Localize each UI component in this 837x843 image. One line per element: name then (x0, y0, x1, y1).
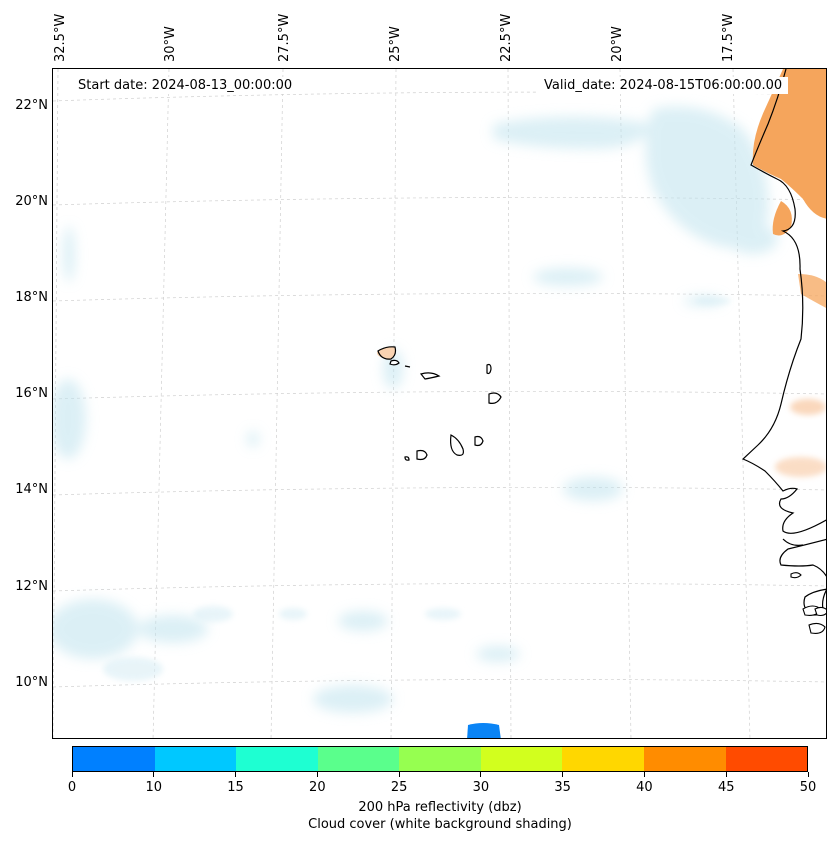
island-santiago (450, 434, 464, 456)
lon-label-30w: 30°W (163, 26, 178, 62)
island-santo-antao (377, 346, 397, 360)
map-canvas (53, 69, 826, 738)
colorbar-tick-45 (725, 772, 727, 777)
colorbar-segment-10-15 (154, 747, 237, 771)
colorbar-segment-40-45 (643, 747, 726, 771)
cape-verde-islands (377, 346, 502, 461)
colorbar-segment-15-20 (236, 747, 318, 771)
lat-label-14n: 14°N (15, 482, 48, 497)
colorbar-tick-label-40: 40 (636, 780, 653, 795)
lon-label-20w: 20°W (610, 26, 625, 62)
colorbar-label: 200 hPa reflectivity (dbz) (358, 800, 522, 815)
island-brava (404, 456, 410, 461)
colorbar-segment-25-30 (399, 747, 481, 771)
colorbar-tick-0 (71, 772, 73, 777)
lat-label-10n: 10°N (15, 675, 48, 690)
island-santa-luzia (404, 365, 411, 368)
coastal-islands-bijagos (790, 572, 826, 634)
map-panel (52, 68, 827, 739)
start-date-label: Start date: 2024-08-13_00:00:00 (72, 77, 299, 94)
colorbar-tick-label-10: 10 (145, 780, 163, 795)
lon-label-27.5w: 27.5°W (277, 13, 292, 62)
cloud-shading-light (103, 297, 731, 681)
lat-label-22n: 22°N (15, 98, 48, 113)
colorbar (72, 746, 808, 772)
valid-date-label: Valid_date: 2024-08-15T06:00:00.00 (538, 77, 789, 94)
lon-label-32.5w: 32.5°W (53, 13, 68, 62)
lon-label-25w: 25°W (388, 26, 403, 62)
colorbar-tick-30 (480, 772, 482, 777)
cloud-shading (53, 106, 778, 713)
colorbar-segment-20-25 (317, 747, 400, 771)
colorbar-segment-45-50 (725, 747, 808, 771)
lat-label-12n: 12°N (15, 579, 48, 594)
island-maio (474, 435, 484, 447)
colorbar-tick-label-35: 35 (554, 780, 571, 795)
lat-label-16n: 16°N (15, 386, 48, 401)
colorbar-tick-label-25: 25 (390, 780, 408, 795)
colorbar-segment-30-35 (480, 747, 563, 771)
colorbar-tick-10 (153, 772, 155, 777)
island-sao-nicolau (419, 372, 441, 380)
colorbar-segment-0-10 (73, 747, 155, 771)
colorbar-tick-label-45: 45 (717, 780, 735, 795)
lat-label-18n: 18°N (15, 290, 48, 305)
colorbar-tick-label-30: 30 (472, 780, 490, 795)
colorbar-tick-label-0: 0 (67, 780, 77, 795)
colorbar-tick-25 (398, 772, 400, 777)
colorbar-tick-label-15: 15 (227, 780, 244, 795)
island-boa-vista (488, 392, 502, 404)
colorbar-tick-label-20: 20 (309, 780, 326, 795)
colorbar-tick-20 (316, 772, 318, 777)
colorbar-tick-50 (807, 772, 809, 777)
reflectivity-blue-patch (467, 723, 501, 738)
lat-label-20n: 20°N (15, 194, 48, 209)
colorbar-segment-35-40 (562, 747, 644, 771)
island-sao-vicente (389, 359, 400, 366)
island-sal (486, 363, 492, 375)
island-fogo (416, 449, 428, 461)
colorbar-tick-40 (643, 772, 645, 777)
colorbar-tick-label-50: 50 (799, 780, 817, 795)
lon-label-22.5w: 22.5°W (499, 13, 514, 62)
lon-label-17.5w: 17.5°W (721, 13, 736, 62)
colorbar-sublabel: Cloud cover (white background shading) (308, 817, 572, 832)
colorbar-tick-15 (235, 772, 237, 777)
colorbar-tick-35 (562, 772, 564, 777)
